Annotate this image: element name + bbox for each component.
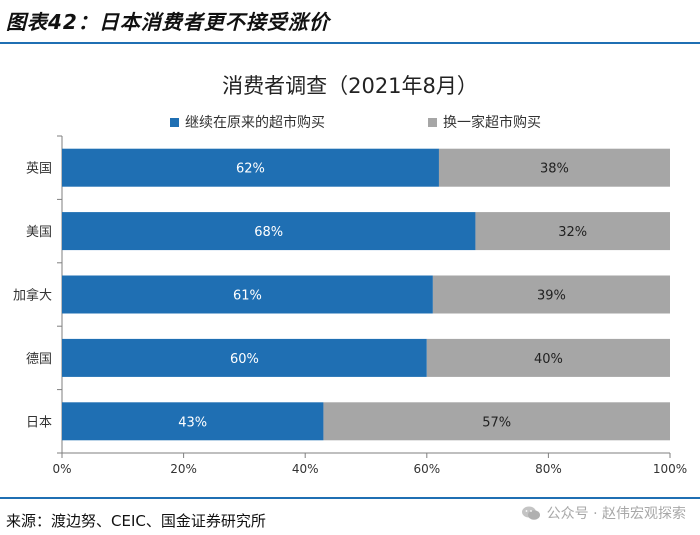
category-label: 日本: [26, 415, 52, 430]
legend-item-series-2: 换一家超市购买: [428, 112, 541, 132]
data-label-series-2: 57%: [482, 415, 511, 430]
x-tick-label: 20%: [170, 462, 197, 476]
source-note: 来源：渡边努、CEIC、国金证券研究所: [6, 512, 266, 530]
data-label-series-2: 38%: [540, 162, 569, 177]
x-tick-label: 60%: [413, 462, 440, 476]
category-label: 英国: [26, 162, 52, 177]
data-label-series-1: 43%: [178, 415, 207, 430]
category-label: 美国: [26, 225, 52, 240]
chart-title: 消费者调查（2021年8月）: [222, 74, 478, 98]
category-label: 加拿大: [13, 288, 52, 304]
bar-series-2: [432, 275, 670, 314]
bar-series-1: [62, 402, 324, 441]
data-label-series-2: 32%: [558, 225, 587, 240]
bar-series-2: [438, 148, 670, 187]
figure-header: 图表42：日本消费者更不接受涨价: [0, 0, 700, 44]
bar-series-1: [62, 275, 433, 314]
x-tick-label: 80%: [535, 462, 562, 476]
bar-series-2: [475, 212, 670, 251]
legend-label-series-2: 换一家超市购买: [443, 115, 541, 131]
data-label-series-2: 40%: [534, 352, 563, 367]
bar-series-2: [323, 402, 670, 441]
bar-series-1: [62, 338, 427, 377]
legend-item-series-1: 继续在原来的超市购买: [170, 112, 325, 132]
bar-series-1: [62, 212, 476, 251]
x-tick-label: 100%: [653, 462, 687, 476]
watermark: 公众号 · 赵伟宏观探索: [521, 503, 686, 523]
wechat-icon: [521, 506, 540, 520]
legend-swatch-series-2: [428, 117, 437, 127]
legend-swatch-series-1: [170, 117, 179, 127]
data-label-series-1: 60%: [230, 352, 259, 367]
data-label-series-1: 68%: [254, 225, 283, 240]
x-tick-label: 0%: [52, 462, 71, 476]
x-tick-label: 40%: [292, 462, 319, 476]
data-label-series-1: 61%: [233, 289, 262, 304]
bar-series-2: [426, 338, 670, 377]
bar-chart: 0% 20% 40% 60% 80% 100% 英国 62% 38% 美国 68% 32% 加拿大 61%…: [13, 135, 687, 476]
bar-series-1: [62, 148, 439, 187]
data-label-series-1: 62%: [236, 162, 265, 177]
watermark-text: 公众号 · 赵伟宏观探索: [546, 506, 686, 522]
data-label-series-2: 39%: [537, 289, 566, 304]
figure-footer: 来源：渡边努、CEIC、国金证券研究所 公众号 · 赵伟宏观探索: [0, 497, 700, 535]
legend-label-series-1: 继续在原来的超市购买: [185, 115, 325, 131]
figure-title: 图表42：日本消费者更不接受涨价: [6, 10, 330, 34]
category-label: 德国: [26, 352, 52, 367]
